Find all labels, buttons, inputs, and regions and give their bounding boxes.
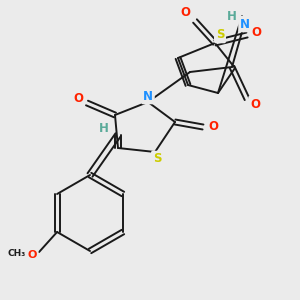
Text: O: O xyxy=(250,98,260,110)
Text: O: O xyxy=(27,250,37,260)
Text: O: O xyxy=(251,26,261,40)
Text: O: O xyxy=(180,7,190,20)
Text: O: O xyxy=(73,92,83,104)
Text: N: N xyxy=(143,89,153,103)
Text: N: N xyxy=(240,17,250,31)
Text: O: O xyxy=(208,121,218,134)
Text: S: S xyxy=(216,28,224,41)
Text: CH₃: CH₃ xyxy=(8,248,26,257)
Text: H: H xyxy=(227,11,237,23)
Text: H: H xyxy=(99,122,109,136)
Text: S: S xyxy=(153,152,161,166)
